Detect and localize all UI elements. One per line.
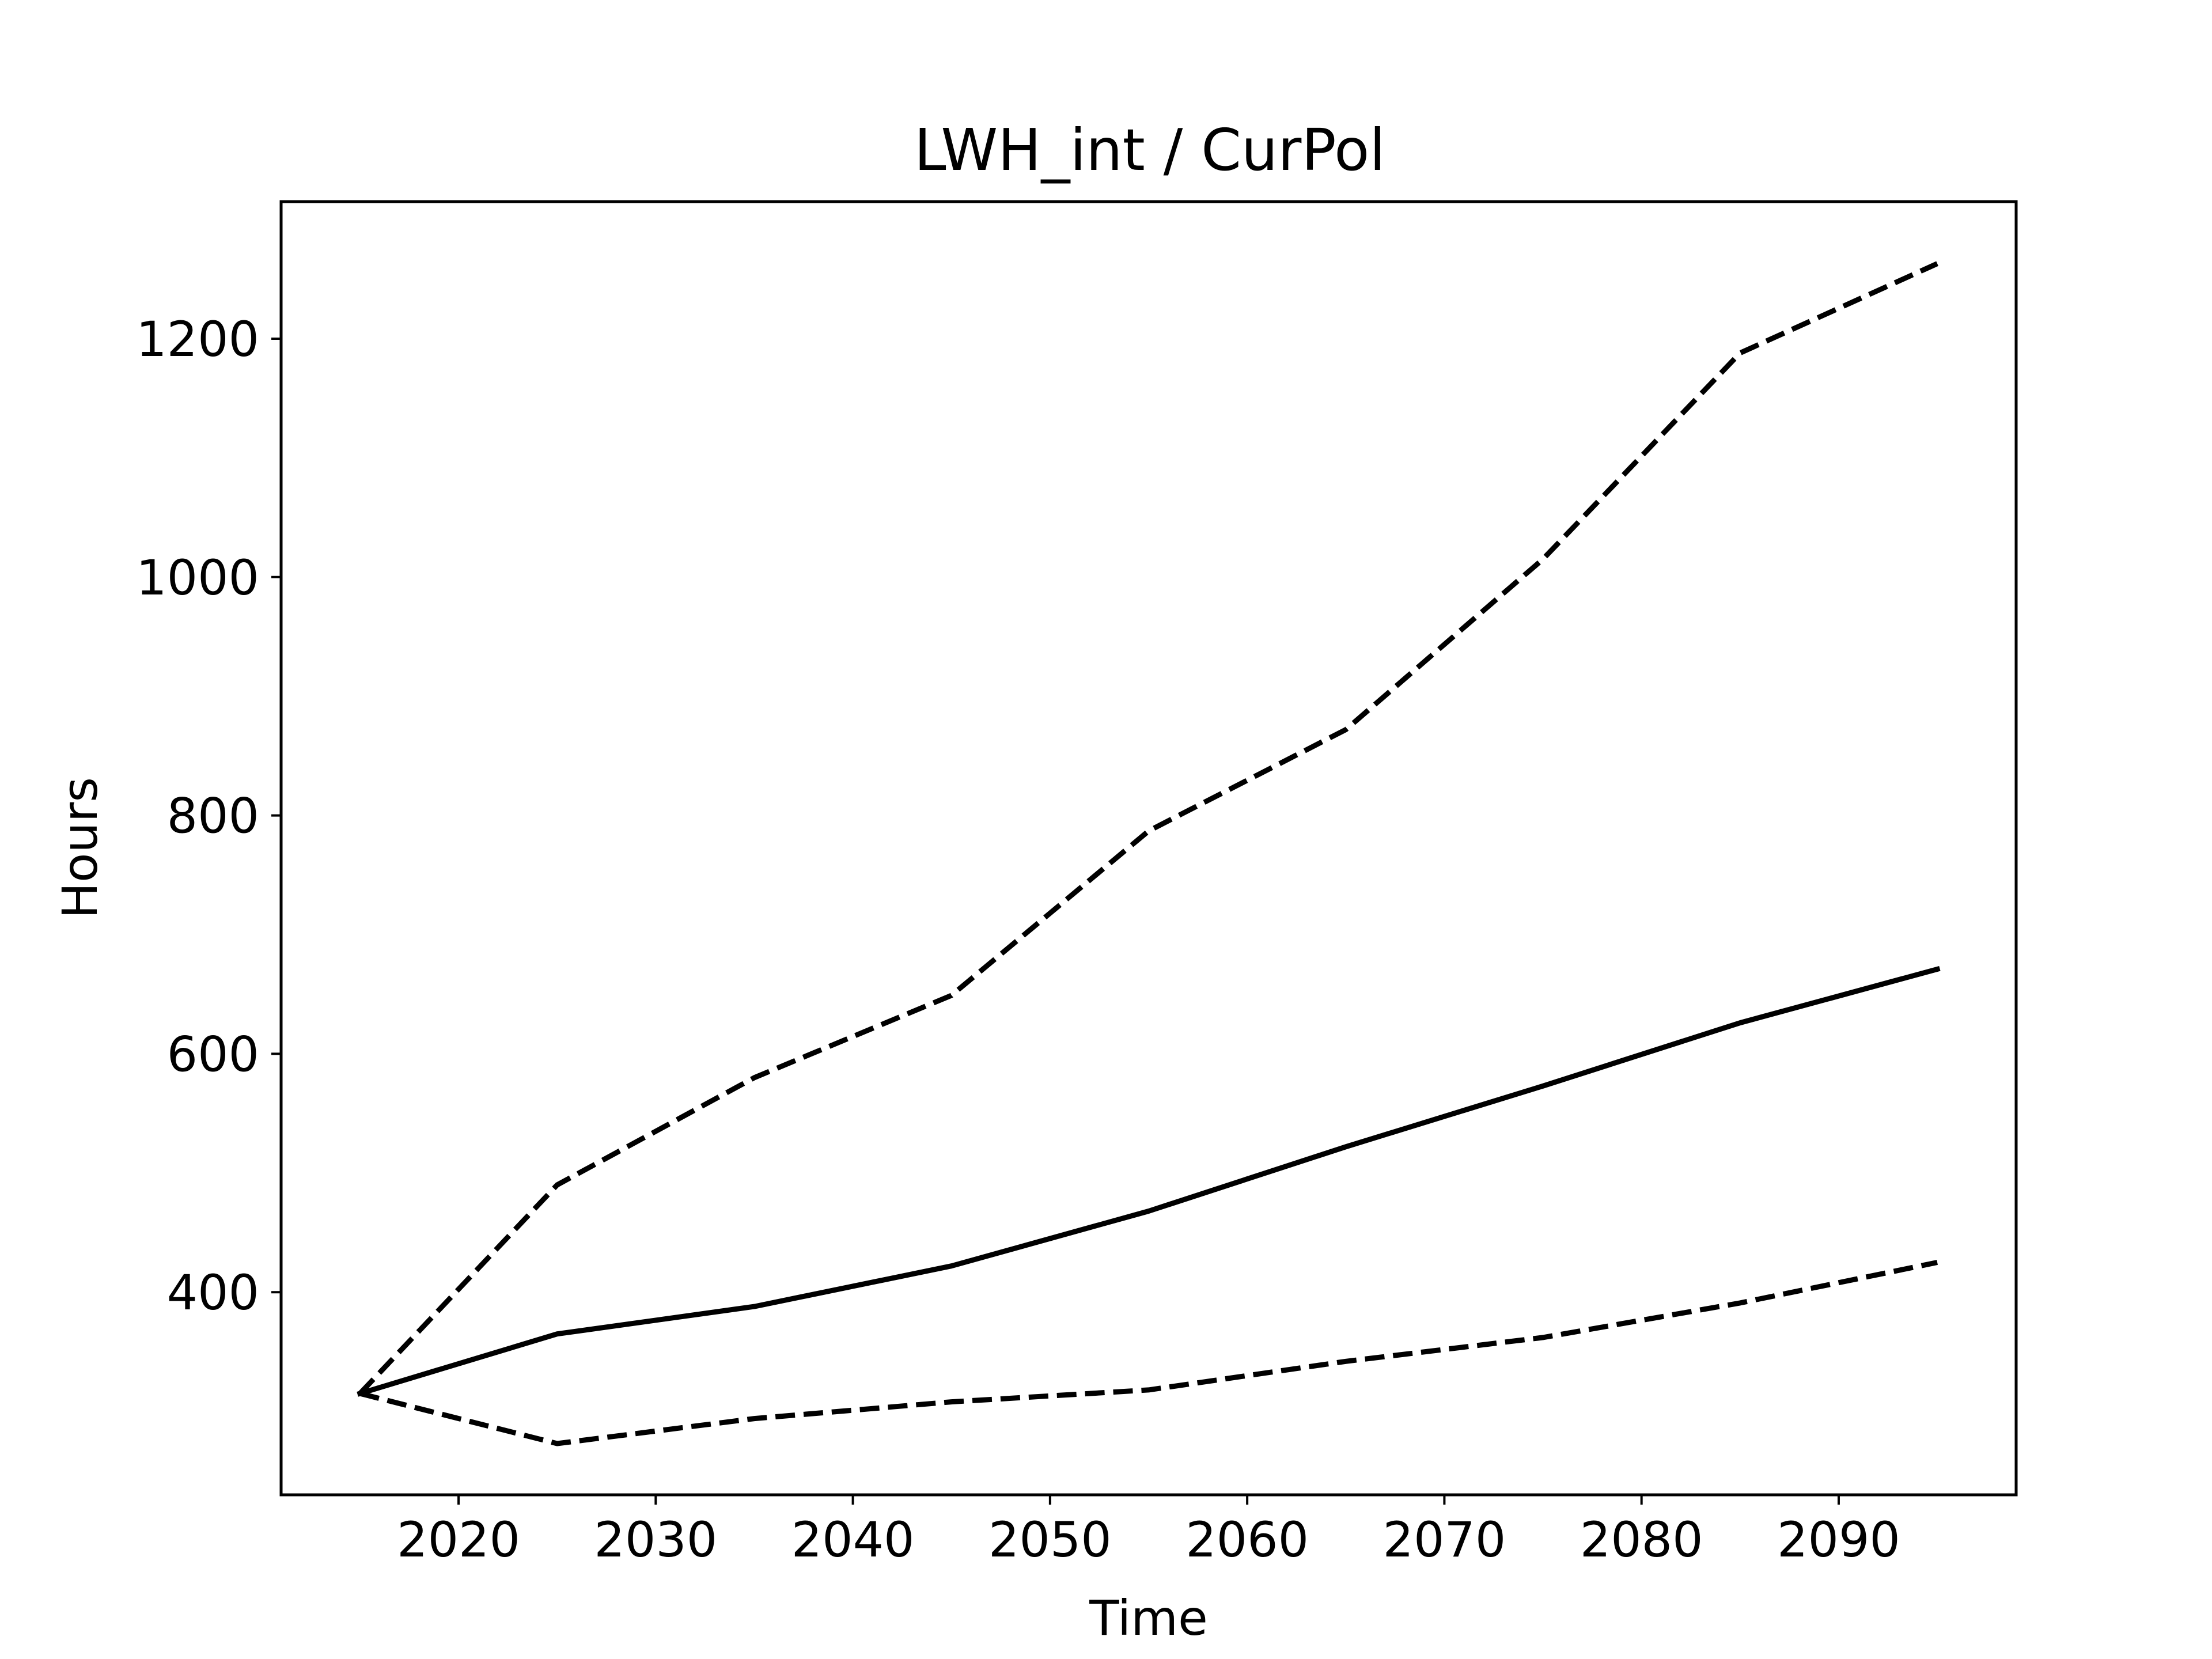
series-line-1 <box>357 965 1941 1397</box>
x-tick-label: 2060 <box>1185 1512 1309 1568</box>
y-tick-label: 600 <box>167 1026 259 1082</box>
series-layer <box>357 261 1941 1446</box>
x-tick-label: 2020 <box>397 1512 520 1568</box>
series-line-3 <box>359 1260 1938 1446</box>
y-tick-label: 1000 <box>136 550 259 606</box>
y-tick-label: 1200 <box>136 311 259 368</box>
x-tick-label: 2030 <box>594 1512 717 1568</box>
y-tick-label: 400 <box>167 1264 259 1321</box>
x-tick-label: 2050 <box>988 1512 1112 1568</box>
series-line-2 <box>358 261 1938 1396</box>
x-axis-label: Time <box>1089 1590 1208 1646</box>
x-tick-label: 2080 <box>1580 1512 1703 1568</box>
x-tick-label: 2070 <box>1383 1512 1506 1568</box>
x-tick-label: 2090 <box>1777 1512 1900 1568</box>
plot-area-frame <box>279 200 2018 1497</box>
ticks-layer: 2020 2030 2040 2050 2060 2070 2080 2090 400 600 80… <box>136 311 1900 1568</box>
x-tick-label: 2040 <box>791 1512 915 1568</box>
chart-title: LWH_int / CurPol <box>914 116 1385 184</box>
y-axis-label: Hours <box>52 777 108 919</box>
y-tick-label: 800 <box>167 788 259 844</box>
